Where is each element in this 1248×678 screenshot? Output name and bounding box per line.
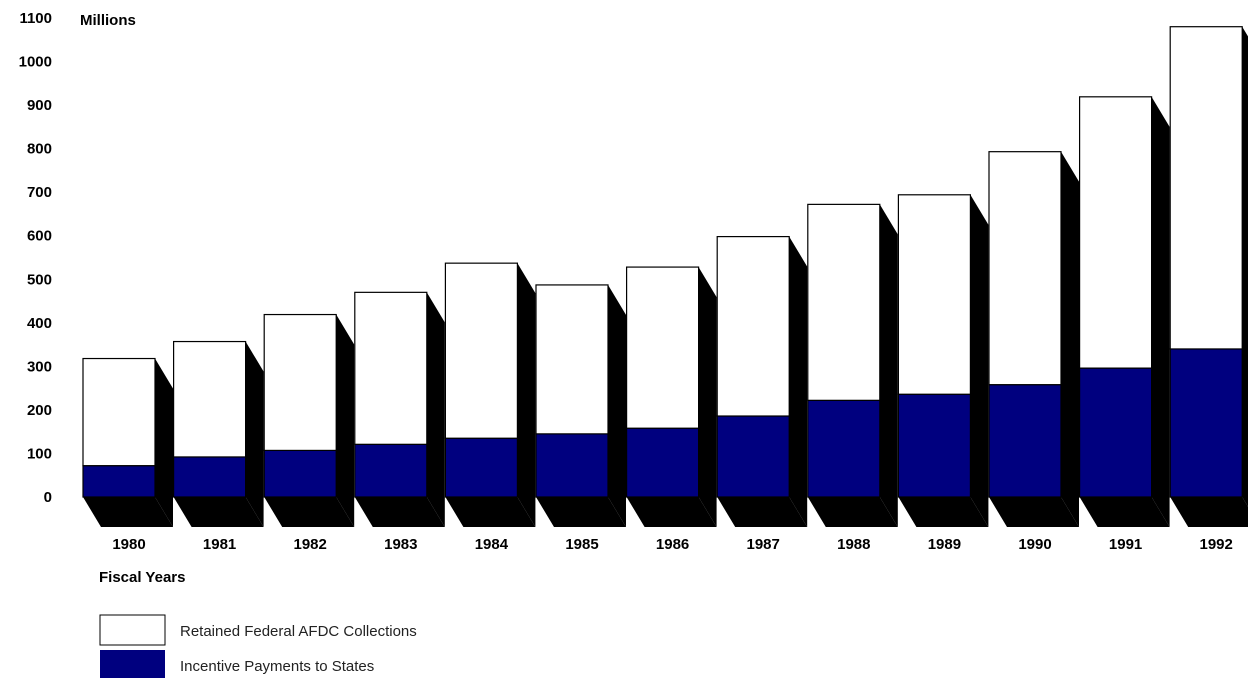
bar-shadow-side-1986: [698, 267, 717, 527]
bar-shadow-side-1989: [970, 194, 989, 527]
bar-retained-collections-1984: [444, 262, 518, 439]
bar-shadow-side-1982: [336, 314, 355, 527]
bar-incentive-payments-1982: [263, 449, 337, 498]
bar-incentive-payments-1985: [535, 433, 609, 498]
bar-retained-collections-1989: [897, 194, 972, 395]
bar-shadow-side-1988: [879, 204, 898, 527]
y-tick-label-0: 0: [44, 489, 52, 506]
bar-retained-collections-1983: [354, 291, 428, 445]
bar-retained-collections-1980: [82, 357, 156, 467]
bar-shadow-floor-1980: [83, 497, 173, 527]
bar-incentive-payments-1989: [897, 393, 972, 498]
bar-incentive-payments-1992: [1169, 348, 1243, 498]
bar-shadow-side-1985: [608, 284, 626, 527]
bar-shadow-floor-1992: [1170, 497, 1248, 527]
bar-shadow-floor-1984: [445, 497, 536, 527]
bar-incentive-payments-1988: [807, 399, 881, 498]
y-tick-label-900: 900: [27, 97, 52, 114]
bar-incentive-payments-1980: [82, 465, 156, 498]
bar-shadow-floor-1991: [1079, 497, 1170, 527]
bar-incentive-payments-1986: [625, 427, 700, 498]
bar-shadow-side-1987: [789, 236, 808, 527]
bar-retained-collections-1985: [535, 284, 609, 435]
bar-retained-collections-1991: [1078, 96, 1153, 369]
bar-shadow-floor-1990: [989, 497, 1079, 527]
bar-retained-collections-1981: [173, 340, 247, 458]
legend-swatch-retained-collections: [99, 614, 166, 646]
bar-shadow-floor-1981: [173, 497, 264, 527]
x-axis-ticks: 1980 1981 1982 1983 1984 1985 1986 1987 1988 1989…: [112, 536, 1233, 553]
y-tick-label-700: 700: [27, 184, 52, 201]
y-tick-label-800: 800: [27, 141, 52, 158]
x-tick-label-1988: 1988: [837, 536, 870, 553]
bar-incentive-payments-1983: [354, 443, 428, 498]
x-tick-label-1980: 1980: [112, 536, 145, 553]
bar-shadow-side-1980: [155, 358, 173, 527]
x-tick-label-1985: 1985: [565, 536, 598, 553]
bar-shadow-side-1983: [426, 292, 445, 527]
y-tick-label-500: 500: [27, 271, 52, 288]
bar-retained-collections-1987: [716, 235, 790, 417]
bar-incentive-payments-1987: [716, 415, 790, 498]
bar-shadow-floor-1983: [354, 497, 445, 527]
bar-retained-collections-1986: [625, 266, 700, 429]
x-axis-title: Fiscal Years: [99, 569, 185, 586]
bar-shadow-side-1984: [517, 263, 536, 527]
x-tick-label-1982: 1982: [294, 536, 327, 553]
x-tick-label-1990: 1990: [1018, 536, 1051, 553]
x-tick-label-1981: 1981: [203, 536, 236, 553]
legend-label-retained-collections: Retained Federal AFDC Collections: [180, 623, 417, 640]
bar-shadow-side-1990: [1061, 151, 1079, 527]
x-tick-label-1987: 1987: [747, 536, 780, 553]
bar-incentive-payments-1984: [444, 437, 518, 498]
y-tick-label-200: 200: [27, 402, 52, 419]
bar-retained-collections-1982: [263, 313, 337, 452]
bar-shadow-floor-1986: [626, 497, 717, 527]
x-tick-label-1989: 1989: [928, 536, 961, 553]
bar-shadow-floor-1985: [536, 497, 626, 527]
bar-shadows: [83, 26, 1248, 528]
y-axis-ticks: 0 100 200 300 400 500 600 700 800 900 1000 1100: [19, 10, 52, 506]
bar-retained-collections-1988: [807, 203, 881, 401]
bar-shadow-side-1981: [245, 341, 264, 527]
x-tick-label-1992: 1992: [1200, 536, 1233, 553]
y-tick-label-300: 300: [27, 358, 52, 375]
legend-swatch-incentive-payments: [100, 650, 165, 678]
y-tick-label-600: 600: [27, 228, 52, 245]
bar-shadow-floor-1982: [264, 497, 355, 527]
legend: Retained Federal AFDC Collections Incent…: [99, 614, 417, 678]
x-tick-label-1986: 1986: [656, 536, 689, 553]
bar-incentive-payments-1991: [1078, 367, 1153, 498]
y-tick-label-400: 400: [27, 315, 52, 332]
x-tick-label-1983: 1983: [384, 536, 417, 553]
bar-shadow-side-1991: [1151, 96, 1170, 528]
bar-incentive-payments-1990: [988, 384, 1062, 498]
x-tick-label-1991: 1991: [1109, 536, 1142, 553]
x-tick-label-1984: 1984: [475, 536, 509, 553]
bar-shadow-floor-1989: [898, 497, 989, 527]
bar-shadow-floor-1987: [717, 497, 808, 527]
y-tick-label-100: 100: [27, 445, 52, 462]
bar-incentive-payments-1981: [173, 456, 247, 498]
y-tick-label-1100: 1100: [19, 10, 52, 27]
bar-shadow-floor-1988: [807, 497, 898, 527]
y-axis-title: Millions: [80, 12, 136, 29]
legend-label-incentive-payments: Incentive Payments to States: [180, 658, 374, 675]
y-tick-label-1000: 1000: [19, 54, 52, 71]
bar-retained-collections-1990: [988, 151, 1062, 386]
bar-shadow-side-1992: [1242, 26, 1248, 507]
bar-retained-collections-1992: [1169, 26, 1243, 350]
bars: [82, 26, 1243, 498]
